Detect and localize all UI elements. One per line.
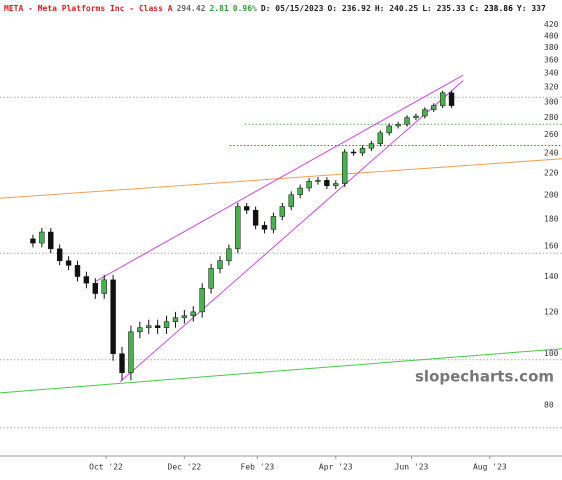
x-tick-label: Feb '23 (241, 463, 275, 472)
y-tick-label: 180 (544, 214, 559, 223)
candle-body (92, 282, 98, 294)
candle-body (377, 132, 384, 144)
y-tick-label: 280 (544, 113, 559, 122)
candle-body (83, 276, 90, 284)
candle-body (306, 181, 312, 189)
header-field: D: 05/15/2023 (261, 4, 324, 13)
candle-body (235, 206, 241, 250)
candle-body (288, 194, 294, 207)
candle-body (439, 92, 446, 106)
candle-body (324, 180, 330, 187)
candle-body (404, 117, 410, 125)
candle-body (128, 331, 134, 374)
header-field: C: 238.86 (470, 4, 514, 13)
candle-body (395, 124, 401, 127)
candle-body (208, 268, 214, 289)
candle-body (190, 311, 196, 316)
candle-body (270, 216, 277, 230)
candle-body (359, 147, 366, 154)
y-tick-label: 420 (544, 20, 559, 29)
y-tick-label: 200 (544, 190, 559, 199)
candle-body (279, 206, 286, 217)
y-tick-label: 300 (544, 97, 559, 106)
y-tick-label: 120 (544, 307, 559, 316)
candle-body (297, 187, 303, 196)
candle-body (199, 288, 205, 313)
header-field: L: 235.33 (422, 4, 466, 13)
y-tick-label: 160 (544, 241, 559, 250)
y-tick-label: 340 (544, 69, 559, 78)
candle-body (154, 325, 161, 328)
candle-body (386, 125, 392, 134)
y-tick-label: 100 (544, 349, 559, 358)
candle-body (48, 231, 54, 250)
header: META - Meta Platforms Inc - Class A 294.4… (4, 4, 546, 13)
candle-body (244, 206, 250, 211)
candle-body (431, 105, 437, 110)
y-tick-label: 320 (544, 83, 559, 92)
candle-body (101, 279, 107, 294)
y-tick-label: 260 (544, 130, 559, 139)
x-tick-label: Aug '23 (473, 463, 507, 472)
candle-body (315, 180, 321, 182)
x-tick-label: Apr '23 (319, 463, 353, 472)
candle-body (217, 260, 223, 269)
candle-body (137, 327, 143, 333)
candle-body (341, 151, 348, 184)
candle-body (56, 248, 63, 261)
candle-body (146, 325, 152, 328)
y-tick-label: 360 (544, 56, 559, 65)
trendline (0, 158, 562, 199)
candle-body (252, 209, 259, 226)
candle-body (30, 238, 36, 244)
y-tick-label: 380 (544, 43, 559, 52)
header-field: 2.81 (209, 4, 228, 13)
candle-body (163, 321, 170, 328)
trendline (0, 348, 562, 394)
header-field: 294.42 (177, 4, 206, 13)
candle-body (226, 248, 232, 261)
candle-body (119, 353, 125, 374)
candle-body (350, 151, 357, 154)
trendline (119, 80, 464, 383)
x-tick-label: Jun '23 (395, 463, 429, 472)
candle-body (65, 260, 72, 266)
candle-body (74, 265, 81, 277)
header-field: Y: 337 (517, 4, 546, 13)
header-field: META - Meta Platforms Inc - Class A (4, 4, 173, 13)
candle-body (39, 231, 45, 244)
y-tick-label: 140 (544, 272, 559, 281)
x-tick-label: Oct '22 (89, 463, 123, 472)
candle-body (261, 225, 268, 230)
header-field: 0.96% (233, 4, 257, 13)
candle-body (422, 109, 428, 117)
y-tick-label: 220 (544, 168, 559, 177)
y-tick-label: 80 (544, 400, 554, 409)
header-field: O: 236.92 (327, 4, 371, 13)
trendline (95, 74, 464, 282)
candle-body (448, 92, 455, 106)
watermark: slopecharts.com (415, 368, 554, 386)
candle-body (181, 315, 188, 318)
candle-body (368, 143, 375, 149)
x-tick-label: Dec '22 (168, 463, 202, 472)
header-field: H: 240.25 (375, 4, 419, 13)
y-tick-label: 240 (544, 148, 559, 157)
candle-body (333, 183, 339, 187)
candle-body (413, 115, 419, 118)
candle-body (110, 279, 116, 354)
candle-body (172, 317, 179, 322)
y-tick-label: 400 (544, 31, 559, 40)
